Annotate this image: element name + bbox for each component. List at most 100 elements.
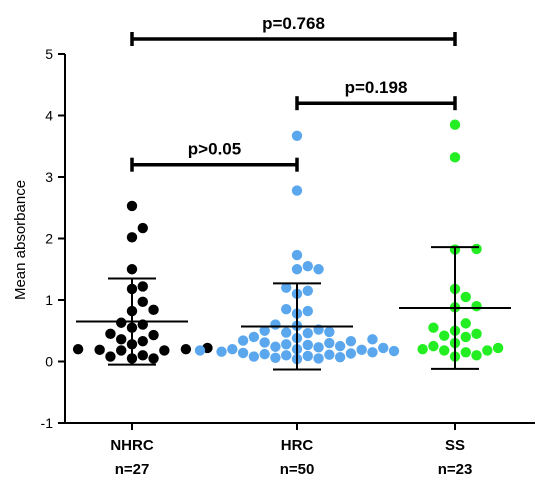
data-point — [460, 331, 471, 343]
data-point — [302, 305, 313, 317]
data-point — [471, 300, 482, 312]
x-category-label: SS — [445, 437, 465, 454]
data-point — [378, 342, 389, 354]
data-point — [428, 322, 439, 333]
data-point — [259, 348, 270, 360]
axes: -1 0 1 2 3 4 5 NHRC n=27 HRC n=50 SS n=23 — [41, 46, 535, 478]
data-point — [471, 350, 482, 361]
data-point — [356, 344, 367, 356]
y-axis-label: Mean absorbance — [12, 180, 29, 300]
x-category-label: NHRC — [110, 437, 153, 454]
y-tick-label: 1 — [45, 292, 53, 308]
data-point — [237, 347, 249, 359]
data-point — [194, 345, 206, 356]
y-tick-label: 5 — [45, 46, 53, 62]
data-point — [148, 304, 159, 316]
data-point — [126, 232, 138, 243]
data-point — [137, 222, 148, 234]
data-point — [324, 349, 335, 360]
data-point — [460, 291, 471, 303]
data-point — [367, 347, 378, 358]
data-point — [281, 327, 292, 338]
data-point — [281, 282, 292, 293]
data-point — [302, 285, 313, 296]
data-point — [159, 345, 170, 356]
y-tick-label: 4 — [45, 108, 53, 124]
data-point — [313, 353, 324, 364]
data-point — [388, 345, 400, 357]
data-point — [148, 329, 159, 341]
p-value-label: p=0.198 — [345, 78, 408, 97]
data-point — [482, 345, 493, 356]
data-point — [460, 318, 471, 329]
y-tick-label: 0 — [45, 354, 53, 370]
data-point — [148, 353, 159, 364]
data-point — [116, 334, 127, 345]
data-point — [137, 350, 148, 361]
data-point — [281, 339, 292, 350]
data-point — [259, 337, 270, 348]
x-category-n-label: n=50 — [280, 461, 315, 478]
data-point — [302, 328, 313, 339]
data-point — [439, 330, 450, 341]
data-point — [417, 344, 428, 355]
p-value-label: p>0.05 — [188, 140, 241, 159]
data-point — [291, 130, 303, 141]
data-point — [439, 345, 450, 356]
data-point — [105, 351, 116, 362]
data-point — [180, 344, 192, 355]
data-point — [216, 346, 227, 357]
x-category-n-label: n=23 — [438, 461, 473, 478]
data-point — [302, 350, 313, 362]
data-point — [94, 344, 105, 356]
data-points — [72, 119, 511, 371]
data-point — [428, 340, 439, 352]
data-point — [302, 339, 313, 351]
data-point — [313, 342, 324, 353]
data-point — [281, 350, 292, 361]
data-point — [270, 341, 281, 352]
data-point — [248, 351, 260, 362]
data-point — [302, 260, 313, 272]
data-point — [270, 352, 281, 364]
data-point — [259, 325, 270, 336]
data-point — [334, 340, 346, 352]
y-tick-label: -1 — [41, 415, 54, 431]
data-point — [492, 342, 504, 354]
data-point — [116, 345, 127, 356]
data-point — [291, 185, 303, 196]
data-point — [334, 351, 346, 363]
data-point — [291, 249, 303, 261]
data-point — [116, 317, 127, 328]
data-point — [324, 337, 335, 349]
data-point — [248, 331, 260, 343]
data-point — [460, 347, 471, 358]
data-point — [281, 304, 292, 315]
data-point — [449, 152, 461, 163]
data-point — [324, 326, 335, 338]
data-point — [137, 336, 148, 347]
data-point — [345, 348, 357, 359]
data-point — [237, 335, 249, 346]
data-point — [471, 328, 482, 340]
significance-brackets: p>0.05 p=0.198 p=0.768 — [130, 14, 457, 172]
data-point — [126, 200, 138, 212]
x-category-n-label: n=27 — [115, 461, 150, 478]
data-point — [126, 264, 138, 275]
data-point — [345, 336, 357, 347]
data-point — [137, 281, 148, 292]
data-point — [313, 264, 324, 275]
x-category-label: HRC — [281, 437, 314, 454]
data-point — [137, 296, 148, 308]
data-point — [270, 319, 281, 330]
data-point — [72, 344, 84, 355]
y-tick-label: 3 — [45, 169, 53, 185]
y-tick-label: 2 — [45, 231, 53, 247]
p-value-label: p=0.768 — [262, 14, 325, 33]
data-point — [227, 344, 238, 355]
data-point — [291, 264, 303, 275]
data-point — [449, 119, 461, 130]
data-point — [471, 243, 482, 255]
